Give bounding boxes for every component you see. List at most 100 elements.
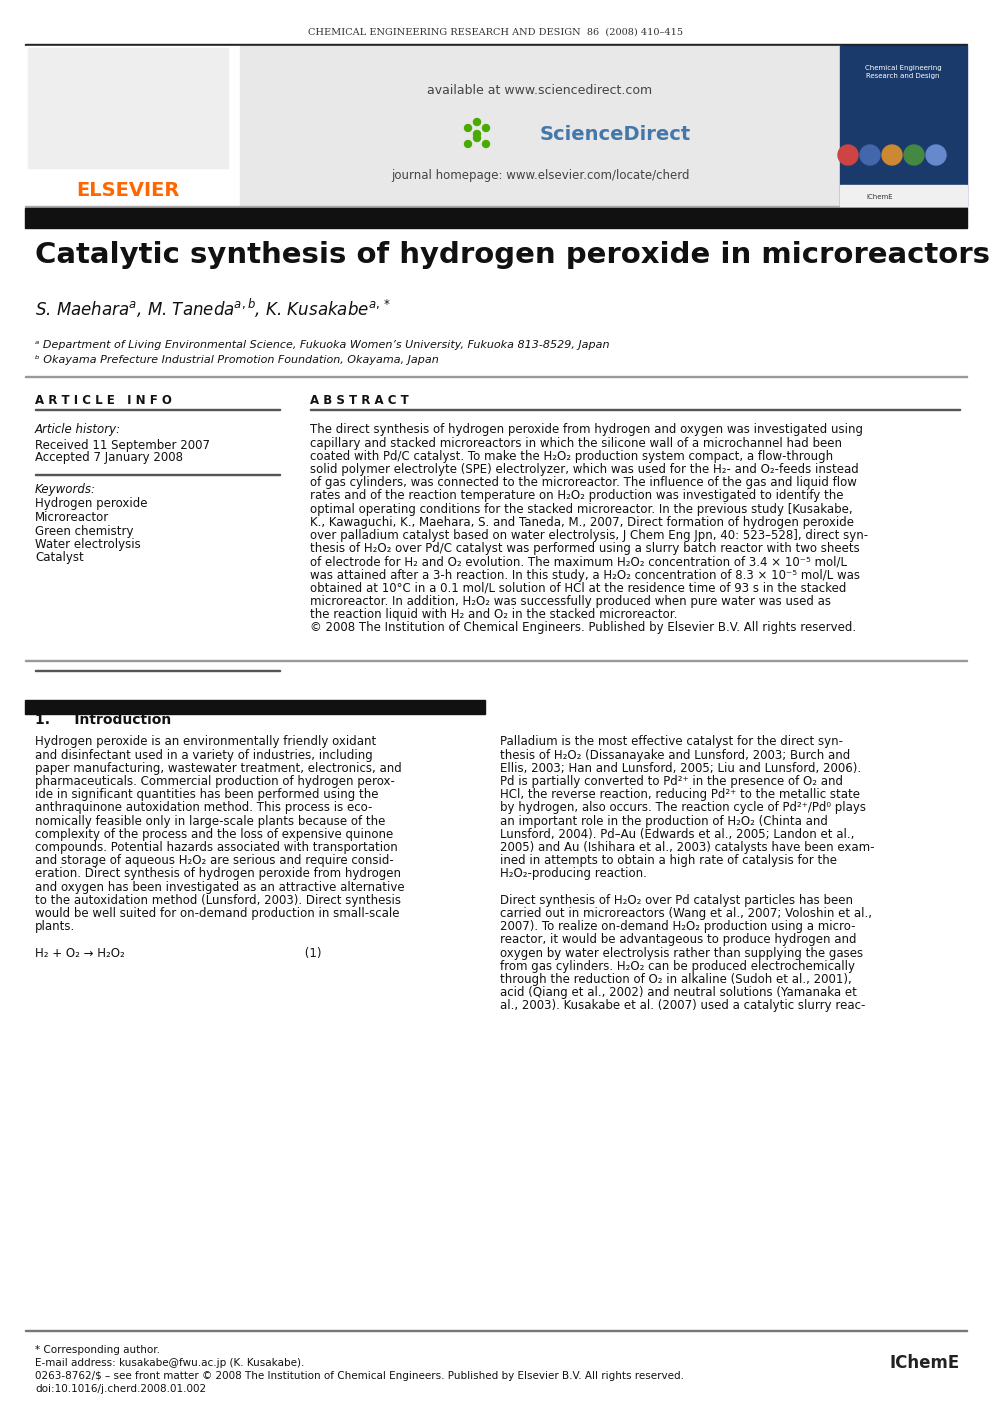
Text: Ellis, 2003; Han and Lunsford, 2005; Liu and Lunsford, 2006).: Ellis, 2003; Han and Lunsford, 2005; Liu… <box>500 762 861 774</box>
Text: available at www.sciencedirect.com: available at www.sciencedirect.com <box>428 84 653 97</box>
Text: Pd is partially converted to Pd²⁺ in the presence of O₂ and: Pd is partially converted to Pd²⁺ in the… <box>500 774 843 788</box>
Text: The direct synthesis of hydrogen peroxide from hydrogen and oxygen was investiga: The direct synthesis of hydrogen peroxid… <box>310 424 863 436</box>
Text: CHEMICAL ENGINEERING RESEARCH AND DESIGN  86  (2008) 410–415: CHEMICAL ENGINEERING RESEARCH AND DESIGN… <box>309 28 683 36</box>
Text: carried out in microreactors (Wang et al., 2007; Voloshin et al.,: carried out in microreactors (Wang et al… <box>500 908 872 920</box>
Text: 0263-8762/$ – see front matter © 2008 The Institution of Chemical Engineers. Pub: 0263-8762/$ – see front matter © 2008 Th… <box>35 1371 684 1381</box>
Text: reactor, it would be advantageous to produce hydrogen and: reactor, it would be advantageous to pro… <box>500 933 856 947</box>
Text: IChemE: IChemE <box>866 194 893 201</box>
Text: doi:10.1016/j.cherd.2008.01.002: doi:10.1016/j.cherd.2008.01.002 <box>35 1383 206 1395</box>
Circle shape <box>464 140 471 147</box>
Text: was attained after a 3-h reaction. In this study, a H₂O₂ concentration of 8.3 × : was attained after a 3-h reaction. In th… <box>310 568 860 582</box>
Text: and storage of aqueous H₂O₂ are serious and require consid-: and storage of aqueous H₂O₂ are serious … <box>35 854 394 867</box>
Text: anthraquinone autoxidation method. This process is eco-: anthraquinone autoxidation method. This … <box>35 801 372 815</box>
Text: Accepted 7 January 2008: Accepted 7 January 2008 <box>35 452 183 464</box>
Text: * Corresponding author.: * Corresponding author. <box>35 1345 160 1355</box>
Text: from gas cylinders. H₂O₂ can be produced electrochemically: from gas cylinders. H₂O₂ can be produced… <box>500 960 855 972</box>
Text: of gas cylinders, was connected to the microreactor. The influence of the gas an: of gas cylinders, was connected to the m… <box>310 476 857 490</box>
Bar <box>840 46 967 206</box>
Text: Lunsford, 2004). Pd–Au (Edwards et al., 2005; Landon et al.,: Lunsford, 2004). Pd–Au (Edwards et al., … <box>500 828 854 840</box>
Text: plants.: plants. <box>35 920 75 933</box>
Text: journal homepage: www.elsevier.com/locate/cherd: journal homepage: www.elsevier.com/locat… <box>391 168 689 181</box>
Text: solid polymer electrolyte (SPE) electrolyzer, which was used for the H₂- and O₂-: solid polymer electrolyte (SPE) electrol… <box>310 463 859 476</box>
Text: compounds. Potential hazards associated with transportation: compounds. Potential hazards associated … <box>35 842 398 854</box>
Text: Palladium is the most effective catalyst for the direct syn-: Palladium is the most effective catalyst… <box>500 735 843 748</box>
Text: paper manufacturing, wastewater treatment, electronics, and: paper manufacturing, wastewater treatmen… <box>35 762 402 774</box>
Text: capillary and stacked microreactors in which the silicone wall of a microchannel: capillary and stacked microreactors in w… <box>310 436 842 450</box>
Text: Chemical Engineering
Research and Design: Chemical Engineering Research and Design <box>865 65 941 79</box>
Circle shape <box>904 145 924 166</box>
Circle shape <box>926 145 946 166</box>
Text: over palladium catalyst based on water electrolysis, J Chem Eng Jpn, 40: 523–528: over palladium catalyst based on water e… <box>310 529 868 542</box>
Circle shape <box>882 145 902 166</box>
Circle shape <box>464 125 471 132</box>
Text: Catalytic synthesis of hydrogen peroxide in microreactors: Catalytic synthesis of hydrogen peroxide… <box>35 241 990 269</box>
Text: through the reduction of O₂ in alkaline (Sudoh et al., 2001),: through the reduction of O₂ in alkaline … <box>500 974 852 986</box>
Text: acid (Qiang et al., 2002) and neutral solutions (Yamanaka et: acid (Qiang et al., 2002) and neutral so… <box>500 986 857 999</box>
Text: and disinfectant used in a variety of industries, including: and disinfectant used in a variety of in… <box>35 749 373 762</box>
Bar <box>25 208 967 229</box>
Text: K., Kawaguchi, K., Maehara, S. and Taneda, M., 2007, Direct formation of hydroge: K., Kawaguchi, K., Maehara, S. and Taned… <box>310 516 854 529</box>
Text: thesis of H₂O₂ over Pd/C catalyst was performed using a slurry batch reactor wit: thesis of H₂O₂ over Pd/C catalyst was pe… <box>310 543 860 556</box>
Circle shape <box>482 125 489 132</box>
Text: IChemE: IChemE <box>890 1354 960 1372</box>
Text: pharmaceuticals. Commercial production of hydrogen perox-: pharmaceuticals. Commercial production o… <box>35 774 395 788</box>
Text: Catalyst: Catalyst <box>35 551 83 564</box>
Text: by hydrogen, also occurs. The reaction cycle of Pd²⁺/Pd⁰ plays: by hydrogen, also occurs. The reaction c… <box>500 801 866 815</box>
Text: to the autoxidation method (Lunsford, 2003). Direct synthesis: to the autoxidation method (Lunsford, 20… <box>35 894 401 906</box>
Circle shape <box>860 145 880 166</box>
Text: complexity of the process and the loss of expensive quinone: complexity of the process and the loss o… <box>35 828 393 840</box>
Bar <box>840 185 967 206</box>
Text: E-mail address: kusakabe@fwu.ac.jp (K. Kusakabe).: E-mail address: kusakabe@fwu.ac.jp (K. K… <box>35 1358 305 1368</box>
Text: nomically feasible only in large-scale plants because of the: nomically feasible only in large-scale p… <box>35 815 385 828</box>
Text: and oxygen has been investigated as an attractive alternative: and oxygen has been investigated as an a… <box>35 881 405 894</box>
Text: would be well suited for on-demand production in small-scale: would be well suited for on-demand produ… <box>35 908 400 920</box>
Text: Hydrogen peroxide is an environmentally friendly oxidant: Hydrogen peroxide is an environmentally … <box>35 735 376 748</box>
Text: ined in attempts to obtain a high rate of catalysis for the: ined in attempts to obtain a high rate o… <box>500 854 837 867</box>
Bar <box>25 46 240 206</box>
Bar <box>28 48 228 168</box>
Text: © 2008 The Institution of Chemical Engineers. Published by Elsevier B.V. All rig: © 2008 The Institution of Chemical Engin… <box>310 622 856 634</box>
Text: ᵇ Okayama Prefecture Industrial Promotion Foundation, Okayama, Japan: ᵇ Okayama Prefecture Industrial Promotio… <box>35 355 438 365</box>
Text: oxygen by water electrolysis rather than supplying the gases: oxygen by water electrolysis rather than… <box>500 947 863 960</box>
Text: 2007). To realize on-demand H₂O₂ production using a micro-: 2007). To realize on-demand H₂O₂ product… <box>500 920 855 933</box>
Circle shape <box>473 130 480 137</box>
Text: optimal operating conditions for the stacked microreactor. In the previous study: optimal operating conditions for the sta… <box>310 502 853 516</box>
Circle shape <box>482 140 489 147</box>
Text: eration. Direct synthesis of hydrogen peroxide from hydrogen: eration. Direct synthesis of hydrogen pe… <box>35 867 401 881</box>
Text: ScienceDirect: ScienceDirect <box>540 125 691 145</box>
Text: ELSEVIER: ELSEVIER <box>76 181 180 199</box>
Text: 2005) and Au (Ishihara et al., 2003) catalysts have been exam-: 2005) and Au (Ishihara et al., 2003) cat… <box>500 842 875 854</box>
Text: ide in significant quantities has been performed using the: ide in significant quantities has been p… <box>35 788 379 801</box>
Text: an important role in the production of H₂O₂ (Chinta and: an important role in the production of H… <box>500 815 828 828</box>
Circle shape <box>473 118 480 125</box>
Text: HCl, the reverse reaction, reducing Pd²⁺ to the metallic state: HCl, the reverse reaction, reducing Pd²⁺… <box>500 788 860 801</box>
Text: H₂ + O₂ → H₂O₂                                                (1): H₂ + O₂ → H₂O₂ (1) <box>35 947 321 960</box>
Text: Water electrolysis: Water electrolysis <box>35 537 141 551</box>
Text: A R T I C L E   I N F O: A R T I C L E I N F O <box>35 393 172 407</box>
Text: S. Maehara$^{\mathit{a}}$, M. Taneda$^{\mathit{a,b}}$, K. Kusakabe$^{\mathit{a,*: S. Maehara$^{\mathit{a}}$, M. Taneda$^{\… <box>35 296 391 320</box>
Text: A B S T R A C T: A B S T R A C T <box>310 393 409 407</box>
Text: Article history:: Article history: <box>35 424 121 436</box>
Text: microreactor. In addition, H₂O₂ was successfully produced when pure water was us: microreactor. In addition, H₂O₂ was succ… <box>310 595 831 607</box>
Text: Received 11 September 2007: Received 11 September 2007 <box>35 439 210 452</box>
Text: coated with Pd/C catalyst. To make the H₂O₂ production system compact, a flow-th: coated with Pd/C catalyst. To make the H… <box>310 450 833 463</box>
Text: H₂O₂-producing reaction.: H₂O₂-producing reaction. <box>500 867 647 881</box>
Text: Green chemistry: Green chemistry <box>35 525 134 537</box>
Text: Hydrogen peroxide: Hydrogen peroxide <box>35 498 148 511</box>
Text: thesis of H₂O₂ (Dissanayake and Lunsford, 2003; Burch and: thesis of H₂O₂ (Dissanayake and Lunsford… <box>500 749 850 762</box>
Text: ᵃ Department of Living Environmental Science, Fukuoka Women’s University, Fukuok: ᵃ Department of Living Environmental Sci… <box>35 340 609 349</box>
Bar <box>240 46 840 206</box>
Circle shape <box>838 145 858 166</box>
Text: rates and of the reaction temperature on H₂O₂ production was investigated to ide: rates and of the reaction temperature on… <box>310 490 843 502</box>
Text: Direct synthesis of H₂O₂ over Pd catalyst particles has been: Direct synthesis of H₂O₂ over Pd catalys… <box>500 894 853 906</box>
Text: obtained at 10°C in a 0.1 mol/L solution of HCl at the residence time of 93 s in: obtained at 10°C in a 0.1 mol/L solution… <box>310 582 846 595</box>
Bar <box>25 700 485 714</box>
Text: the reaction liquid with H₂ and O₂ in the stacked microreactor.: the reaction liquid with H₂ and O₂ in th… <box>310 609 678 622</box>
Text: 1.     Introduction: 1. Introduction <box>35 713 172 727</box>
Circle shape <box>473 135 480 142</box>
Text: of electrode for H₂ and O₂ evolution. The maximum H₂O₂ concentration of 3.4 × 10: of electrode for H₂ and O₂ evolution. Th… <box>310 556 847 568</box>
Bar <box>28 48 228 168</box>
Text: Keywords:: Keywords: <box>35 484 96 497</box>
Text: Microreactor: Microreactor <box>35 511 109 523</box>
Text: al., 2003). Kusakabe et al. (2007) used a catalytic slurry reac-: al., 2003). Kusakabe et al. (2007) used … <box>500 999 865 1013</box>
